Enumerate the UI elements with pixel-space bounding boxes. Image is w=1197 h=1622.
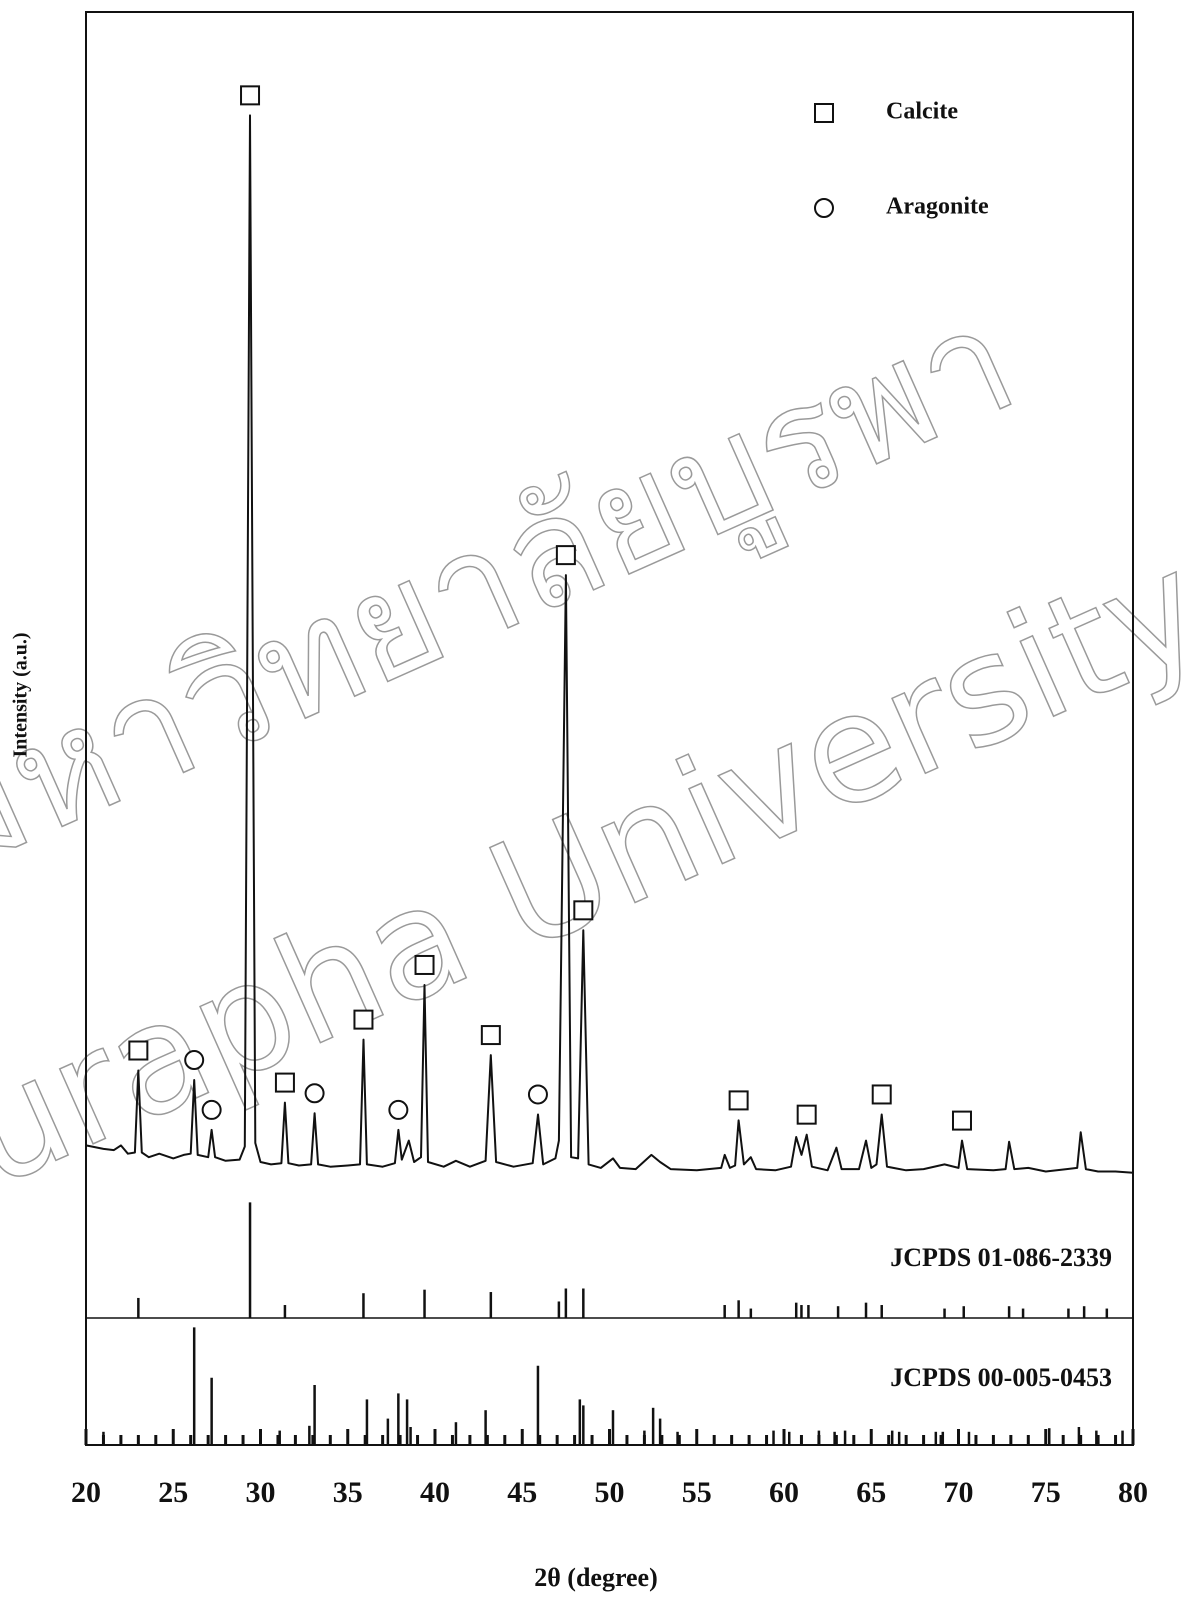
marker-circle [527,1084,548,1105]
marker-square [796,1104,817,1125]
marker-square [353,1009,374,1030]
marker-square [871,1084,892,1105]
marker-circle [814,198,834,218]
x-tick-label: 20 [71,1476,101,1509]
marker-square [814,103,834,123]
x-tick-label: 70 [944,1476,974,1509]
marker-square [573,900,594,921]
y-axis-label: Intensity (a.u.) [10,632,32,757]
x-tick-label: 60 [769,1476,799,1509]
marker-circle [388,1099,409,1120]
legend-label: Aragonite [886,194,989,220]
x-tick-label: 40 [420,1476,450,1509]
xrd-line [85,114,1134,1174]
marker-square [555,545,576,566]
marker-square [128,1040,149,1061]
x-tick-label: 30 [246,1476,276,1509]
marker-square [240,85,261,106]
x-axis-label: 2θ (degree) [534,1563,658,1592]
x-tick-label: 25 [158,1476,188,1509]
marker-circle [184,1050,205,1071]
x-tick-label: 75 [1031,1476,1061,1509]
reference-label: JCPDS 00-005-0453 [890,1363,1112,1392]
reference-label: JCPDS 01-086-2339 [890,1243,1112,1272]
marker-square [480,1025,501,1046]
marker-circle [304,1083,325,1104]
x-tick-label: 45 [507,1476,537,1509]
x-tick-label: 55 [682,1476,712,1509]
x-tick-label: 65 [856,1476,886,1509]
marker-square [728,1090,749,1111]
marker-square [414,954,435,975]
marker-square [951,1110,972,1131]
marker-square [274,1072,295,1093]
x-tick-label: 80 [1118,1476,1148,1509]
x-tick-label: 50 [595,1476,625,1509]
x-tick-label: 35 [333,1476,363,1509]
legend-label: Calcite [886,99,958,125]
marker-circle [201,1099,222,1120]
